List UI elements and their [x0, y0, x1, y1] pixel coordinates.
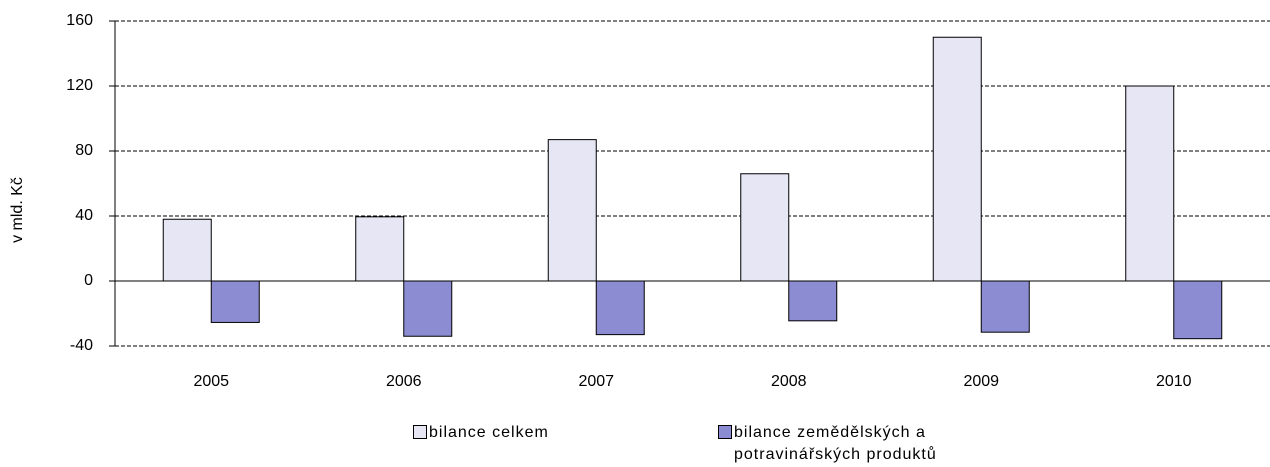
- x-tick-label: 2007: [578, 373, 614, 390]
- y-axis-label: v mld. Kč: [9, 177, 26, 243]
- x-tick-label: 2010: [1156, 373, 1192, 390]
- x-tick-label: 2006: [386, 373, 422, 390]
- bar: [1125, 85, 1175, 282]
- legend-swatch: [413, 425, 427, 439]
- legend-item: bilance zemědělských a potravinářských p…: [718, 422, 984, 466]
- bar: [547, 139, 597, 282]
- legend-label: bilance celkem: [429, 424, 549, 441]
- bar: [932, 36, 982, 282]
- legend-item: bilance celkem: [413, 422, 549, 444]
- y-tick-label: 40: [75, 207, 93, 224]
- x-tick-label: 2008: [771, 373, 807, 390]
- y-tick-label: -40: [70, 337, 93, 354]
- x-tick-label: 2005: [193, 373, 229, 390]
- bar: [355, 216, 405, 282]
- bar: [210, 280, 260, 323]
- chart: v mld. Kč -40 0 40 80 120 160 2005 2006 2007 2008…: [9, 12, 1270, 390]
- bar: [595, 280, 645, 336]
- y-tick-label: 160: [66, 12, 93, 29]
- bar: [980, 280, 1030, 333]
- legend-swatch: [718, 425, 732, 439]
- bar: [403, 280, 453, 337]
- bar: [788, 280, 838, 322]
- bar: [162, 218, 212, 282]
- y-tick-label: 0: [84, 272, 93, 289]
- y-tick-label: 80: [75, 142, 93, 159]
- bar: [1173, 280, 1223, 340]
- legend-label: bilance zemědělských a potravinářských p…: [734, 424, 937, 463]
- x-tick-label: 2009: [963, 373, 999, 390]
- bar: [740, 173, 790, 282]
- y-tick-label: 120: [66, 77, 93, 94]
